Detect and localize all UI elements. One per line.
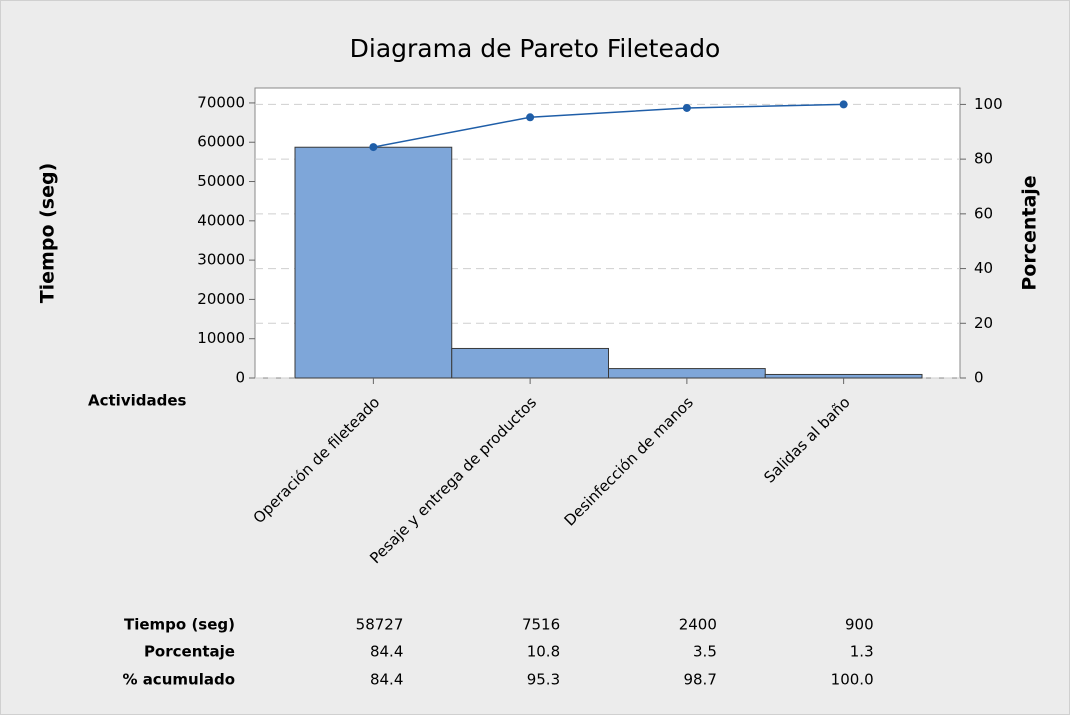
- y-tick-label: 10000: [197, 329, 245, 347]
- bar: [764, 373, 923, 379]
- y-tick-label: 50000: [197, 172, 245, 190]
- y-axis-label: Tiempo (seg): [37, 163, 59, 304]
- y-tick-label: 0: [235, 369, 245, 387]
- y2-axis-label: Porcentaje: [1019, 175, 1041, 290]
- y-tick-label: 20000: [197, 290, 245, 308]
- y2-tick-label: 100: [974, 95, 1003, 113]
- table-row-label: Tiempo (seg): [124, 616, 235, 634]
- table-cell: 900: [845, 616, 874, 634]
- table-cell: 95.3: [527, 671, 560, 689]
- y2-tick-label: 0: [974, 369, 984, 387]
- bar: [294, 146, 453, 379]
- table-cell: 84.4: [370, 671, 403, 689]
- chart-title: Diagrama de Pareto Fileteado: [350, 34, 721, 63]
- table-cell: 10.8: [527, 643, 560, 661]
- y2-tick-label: 80: [974, 150, 993, 168]
- y-tick-label: 30000: [197, 251, 245, 269]
- table-cell: 1.3: [850, 643, 874, 661]
- table-cell: 2400: [679, 616, 717, 634]
- y2-tick-label: 60: [974, 204, 993, 222]
- y2-tick-label: 20: [974, 314, 993, 332]
- bar: [451, 347, 609, 379]
- table-row-label: Porcentaje: [144, 643, 235, 661]
- y-tick-label: 40000: [197, 211, 245, 229]
- table-cell: 7516: [522, 616, 560, 634]
- y-tick-label: 70000: [197, 93, 245, 111]
- table-cell: 3.5: [693, 643, 717, 661]
- cumulative-line: [373, 103, 844, 148]
- cumulative-point: [682, 103, 691, 112]
- table-cell: 58727: [356, 616, 404, 634]
- table-cell: 100.0: [831, 671, 874, 689]
- y2-tick-label: 40: [974, 259, 993, 277]
- table-cell: 84.4: [370, 643, 403, 661]
- cumulative-point: [369, 143, 378, 152]
- table-row-label: % acumulado: [122, 671, 235, 689]
- table-cell: 98.7: [683, 671, 716, 689]
- y-tick-label: 60000: [197, 133, 245, 151]
- bar: [608, 368, 766, 379]
- cumulative-point: [839, 100, 848, 109]
- cumulative-point: [526, 113, 535, 122]
- x-axis-label: Actividades: [88, 392, 187, 410]
